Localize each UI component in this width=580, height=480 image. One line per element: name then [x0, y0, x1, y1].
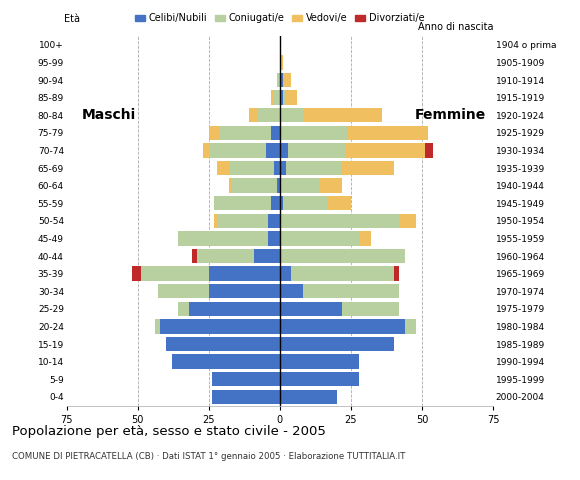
- Bar: [399, 214, 416, 228]
- Bar: [360, 231, 371, 246]
- Bar: [348, 126, 427, 140]
- Bar: [280, 161, 285, 175]
- Bar: [277, 73, 280, 87]
- Text: COMUNE DI PIETRACATELLA (CB) · Dati ISTAT 1° gennaio 2005 · Elaborazione TUTTITA: COMUNE DI PIETRACATELLA (CB) · Dati ISTA…: [12, 452, 405, 461]
- Bar: [271, 126, 280, 140]
- Text: Femmine: Femmine: [415, 108, 486, 122]
- Bar: [320, 179, 342, 193]
- Bar: [215, 214, 218, 228]
- Bar: [280, 73, 282, 87]
- Bar: [393, 266, 399, 281]
- Bar: [303, 108, 382, 122]
- Bar: [328, 196, 351, 210]
- Bar: [212, 372, 280, 386]
- Bar: [282, 196, 328, 210]
- Bar: [280, 179, 320, 193]
- Bar: [280, 55, 282, 70]
- Bar: [161, 319, 280, 334]
- Bar: [212, 390, 280, 404]
- Bar: [177, 301, 189, 316]
- Bar: [274, 161, 280, 175]
- Bar: [218, 161, 229, 175]
- Bar: [342, 301, 399, 316]
- Bar: [189, 301, 280, 316]
- Bar: [132, 266, 140, 281]
- Bar: [192, 249, 197, 263]
- Bar: [280, 372, 360, 386]
- Bar: [215, 196, 271, 210]
- Bar: [209, 266, 280, 281]
- Text: Anno di nascita: Anno di nascita: [418, 22, 493, 32]
- Bar: [218, 214, 269, 228]
- Bar: [229, 161, 274, 175]
- Bar: [249, 108, 257, 122]
- Bar: [285, 90, 297, 105]
- Bar: [282, 90, 285, 105]
- Bar: [303, 284, 399, 299]
- Bar: [166, 337, 280, 351]
- Bar: [172, 354, 280, 369]
- Bar: [271, 196, 280, 210]
- Bar: [277, 179, 280, 193]
- Bar: [274, 90, 280, 105]
- Bar: [280, 90, 282, 105]
- Bar: [425, 143, 433, 157]
- Bar: [280, 301, 342, 316]
- Legend: Celibi/Nubili, Coniugati/e, Vedovi/e, Divorziati/e: Celibi/Nubili, Coniugati/e, Vedovi/e, Di…: [131, 10, 429, 27]
- Bar: [231, 179, 277, 193]
- Bar: [280, 108, 303, 122]
- Text: Popolazione per età, sesso e stato civile - 2005: Popolazione per età, sesso e stato civil…: [12, 425, 325, 438]
- Bar: [158, 284, 209, 299]
- Bar: [209, 143, 266, 157]
- Bar: [197, 249, 254, 263]
- Bar: [220, 126, 271, 140]
- Bar: [177, 231, 269, 246]
- Bar: [280, 354, 360, 369]
- Bar: [155, 319, 161, 334]
- Bar: [280, 143, 288, 157]
- Bar: [280, 390, 337, 404]
- Bar: [280, 126, 348, 140]
- Bar: [269, 214, 280, 228]
- Bar: [291, 266, 393, 281]
- Bar: [140, 266, 209, 281]
- Bar: [254, 249, 280, 263]
- Bar: [257, 108, 280, 122]
- Bar: [342, 161, 393, 175]
- Bar: [405, 319, 416, 334]
- Text: Maschi: Maschi: [82, 108, 136, 122]
- Bar: [280, 214, 399, 228]
- Bar: [229, 179, 231, 193]
- Bar: [269, 231, 280, 246]
- Text: Età: Età: [64, 14, 80, 24]
- Bar: [280, 196, 282, 210]
- Bar: [280, 337, 393, 351]
- Bar: [203, 143, 209, 157]
- Bar: [345, 143, 425, 157]
- Bar: [280, 319, 405, 334]
- Bar: [271, 90, 274, 105]
- Bar: [280, 284, 303, 299]
- Bar: [280, 249, 405, 263]
- Bar: [209, 126, 220, 140]
- Bar: [266, 143, 280, 157]
- Bar: [280, 266, 291, 281]
- Bar: [285, 161, 342, 175]
- Bar: [280, 231, 360, 246]
- Bar: [282, 73, 291, 87]
- Bar: [209, 284, 280, 299]
- Bar: [288, 143, 345, 157]
